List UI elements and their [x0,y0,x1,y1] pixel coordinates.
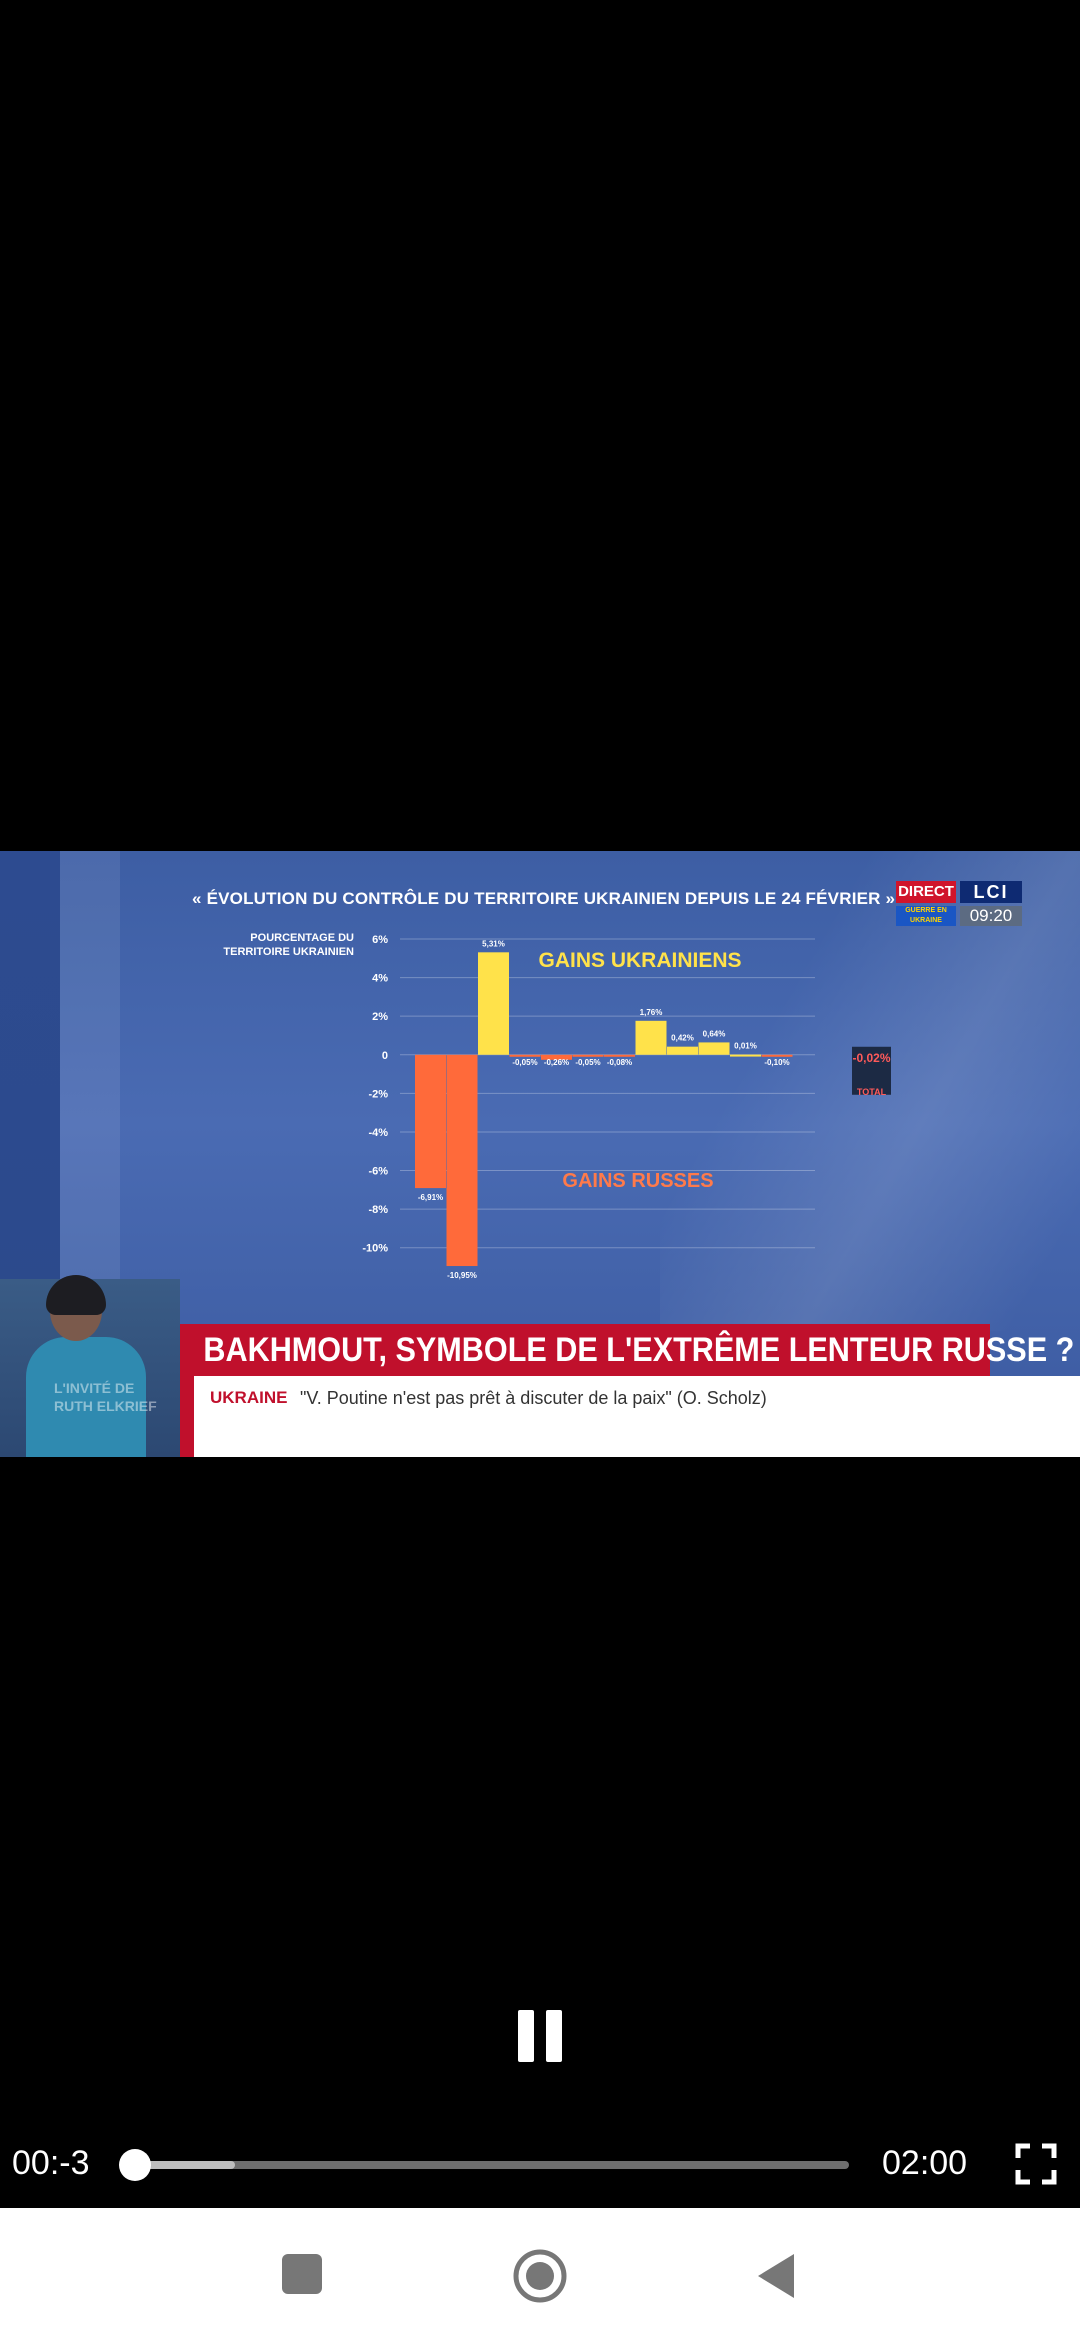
bar [478,952,509,1055]
y-tick-label: 6% [372,934,388,946]
data-label: -0,08% [607,1058,632,1067]
bar [415,1054,446,1189]
data-label: 0,64% [703,1029,726,1038]
bar [761,1054,793,1057]
video-frame[interactable]: « ÉVOLUTION DU CONTRÔLE DU TERRITOIRE UK… [0,851,1080,1457]
system-nav-bar [0,2208,1080,2340]
y-tick-label: -2% [368,1088,388,1100]
y-tick-label: -4% [368,1127,388,1139]
y-tick-label: 2% [372,1011,388,1023]
presenter-label-line2: RUTH ELKRIEF [54,1398,157,1414]
background-stripe-light [60,851,120,1331]
pause-button[interactable] [512,2010,568,2066]
data-label: 5,31% [482,939,505,948]
y-tick-label: -8% [368,1204,388,1216]
category-label: TOTAL [857,1087,887,1097]
lci-logo: DIRECT LCI GUERRE EN UKRAINE 09:20 [896,881,1026,941]
data-label: -0,05% [512,1058,537,1067]
bar [698,1042,730,1055]
data-label: 1,76% [640,1008,663,1017]
territory-bar-chart: 6% 4% 2% 0 -2% -4% -6% -8% -10% -6,91% -10,95% 5,31… [362,934,891,1280]
ticker-text: "V. Poutine n'est pas prêt à discuter de… [300,1388,767,1408]
bar-total [852,1046,891,1095]
data-label: 0,01% [734,1042,757,1051]
ticker-tag: UKRAINE [210,1388,288,1407]
bar [509,1054,541,1057]
bar [635,1020,667,1055]
recent-apps-icon[interactable] [282,2254,322,2294]
data-label: 0,42% [671,1034,694,1043]
background-stripe [0,851,60,1331]
time-elapsed: 00:-3 [12,2144,90,2182]
y-tick-label: -10% [362,1243,388,1255]
y-axis-caption: POURCENTAGE DU TERRITOIRE UKRAINIEN [182,931,354,959]
presenter-thumbnail: L'INVITÉ DE RUTH ELKRIEF [0,1275,180,1457]
data-label: -0,26% [544,1058,569,1067]
bar [541,1054,572,1060]
y-tick-label: -6% [368,1166,388,1178]
bar [667,1046,698,1055]
bar [572,1054,604,1057]
headline-banner: BAKHMOUT, SYMBOLE DE L'EXTRÊME LENTEUR R… [180,1324,1074,1376]
badge-line2: UKRAINE [910,917,942,924]
seek-bar[interactable] [119,2149,849,2181]
pause-icon [518,2010,534,2062]
gains-russes-label: GAINS RUSSES [562,1170,713,1192]
bar [446,1054,478,1267]
badge-line1: GUERRE EN [905,907,947,914]
y-axis-caption-line2: TERRITOIRE UKRAINIEN [223,946,354,958]
home-icon[interactable] [512,2248,568,2304]
guerre-en-ukraine-badge: GUERRE EN UKRAINE [896,906,956,926]
presenter-label: L'INVITÉ DE RUTH ELKRIEF [54,1379,157,1415]
data-label: -0,05% [575,1058,600,1067]
seek-buffered [135,2161,235,2169]
y-axis-caption-line1: POURCENTAGE DU [250,932,354,944]
y-tick-label: 4% [372,973,388,985]
data-label: -10,95% [447,1271,477,1280]
broadcast-clock: 09:20 [960,906,1022,926]
back-icon[interactable] [752,2250,798,2302]
bar [604,1054,635,1057]
channel-name: LCI [960,881,1022,903]
direct-badge: DIRECT [896,881,956,903]
presenter-body [26,1337,146,1457]
seek-thumb[interactable] [119,2149,151,2181]
chart-title: « ÉVOLUTION DU CONTRÔLE DU TERRITOIRE UK… [192,889,896,908]
time-total: 02:00 [882,2144,968,2182]
presenter-hair [46,1275,106,1315]
presenter-label-line1: L'INVITÉ DE [54,1380,135,1396]
gains-ukrainiens-label: GAINS UKRAINIENS [538,949,741,972]
fullscreen-icon[interactable] [1014,2142,1058,2186]
pause-icon-bar [546,2010,562,2062]
data-label: -0,02% [852,1051,890,1065]
data-label: -0,10% [764,1058,789,1067]
bar [730,1054,761,1057]
news-ticker: UKRAINE "V. Poutine n'est pas prêt à dis… [194,1376,1080,1457]
data-label: -6,91% [418,1193,443,1202]
y-tick-label: 0 [382,1050,388,1062]
